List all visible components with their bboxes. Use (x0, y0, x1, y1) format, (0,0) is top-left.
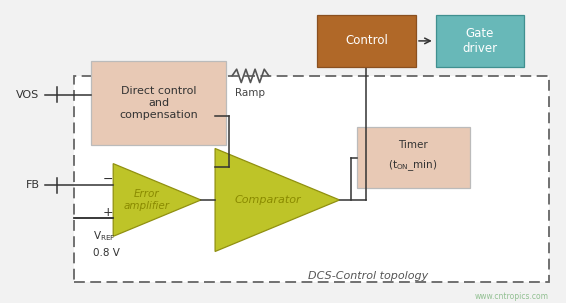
Text: Ramp: Ramp (235, 88, 265, 98)
FancyBboxPatch shape (91, 61, 226, 145)
Text: 0.8 V: 0.8 V (93, 248, 120, 258)
FancyBboxPatch shape (357, 127, 470, 188)
Text: Direct control
and
compensation: Direct control and compensation (119, 86, 198, 120)
FancyBboxPatch shape (74, 76, 549, 282)
Text: www.cntropics.com: www.cntropics.com (475, 292, 549, 301)
Text: Gate
driver: Gate driver (462, 27, 498, 55)
FancyBboxPatch shape (436, 15, 524, 67)
Text: DCS-Control topology: DCS-Control topology (308, 271, 428, 281)
FancyBboxPatch shape (317, 15, 416, 67)
Polygon shape (113, 164, 201, 236)
Text: Timer: Timer (398, 140, 428, 151)
Text: Comparator: Comparator (234, 195, 301, 205)
Text: −: − (102, 173, 113, 186)
Text: Control: Control (345, 35, 388, 47)
Text: (t$_{\mathrm{ON}}$_min): (t$_{\mathrm{ON}}$_min) (388, 158, 438, 172)
Text: FB: FB (25, 180, 40, 191)
Text: $\mathregular{V_{REF}}$: $\mathregular{V_{REF}}$ (93, 229, 116, 243)
Polygon shape (215, 148, 340, 251)
Text: +: + (102, 206, 113, 218)
Text: VOS: VOS (16, 89, 40, 100)
Text: Error
amplifier: Error amplifier (123, 189, 170, 211)
